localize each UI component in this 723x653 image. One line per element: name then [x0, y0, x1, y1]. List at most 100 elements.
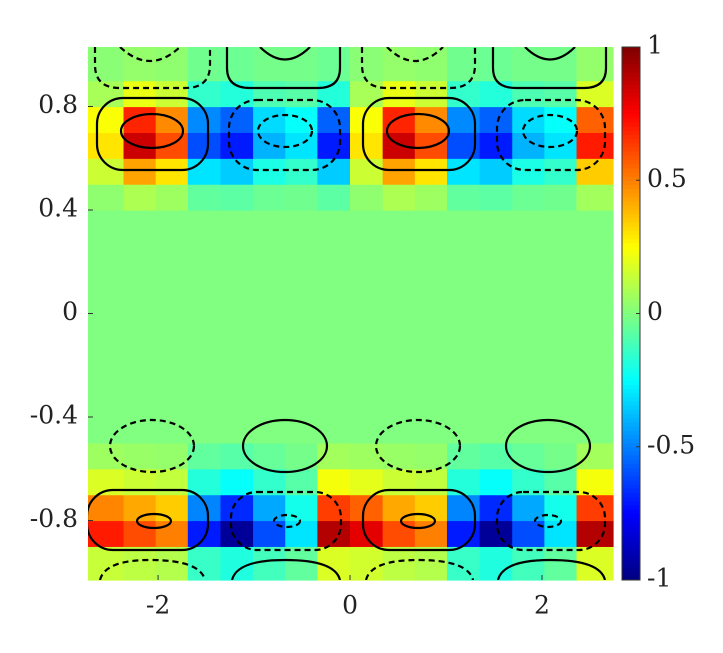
colorbar-swatch	[622, 301, 640, 306]
heatmap	[88, 47, 614, 581]
cell	[544, 158, 578, 185]
cell	[155, 520, 189, 547]
cell	[253, 391, 286, 418]
colorbar-tick-label: 1	[647, 31, 663, 60]
cell	[88, 184, 125, 211]
cell	[544, 184, 578, 211]
cell	[446, 313, 481, 340]
cell	[350, 261, 384, 289]
cell	[576, 520, 614, 547]
colorbar-swatch	[622, 309, 640, 314]
contour	[399, 512, 437, 530]
cell	[382, 47, 416, 82]
colorbar-swatch	[622, 180, 640, 185]
colorbar-swatch	[622, 321, 640, 327]
cell	[414, 210, 448, 237]
cell	[382, 365, 416, 392]
cell	[544, 313, 578, 340]
contour	[256, 113, 314, 149]
cell	[512, 106, 545, 133]
cell	[155, 468, 189, 496]
cell	[479, 47, 513, 82]
colorbar-swatch	[622, 71, 640, 77]
cell	[220, 106, 254, 133]
cell	[88, 416, 125, 444]
cell	[350, 468, 384, 496]
cell	[317, 80, 351, 108]
colorbar-swatch	[622, 417, 640, 423]
cell	[220, 391, 254, 418]
cell	[253, 494, 286, 522]
colorbar-swatch	[622, 346, 640, 352]
cell	[576, 80, 614, 108]
cell	[88, 287, 125, 315]
cell	[220, 235, 254, 263]
cell	[317, 442, 351, 470]
cell	[414, 80, 448, 108]
colorbar-swatch	[622, 92, 640, 98]
colorbar-swatch	[622, 134, 640, 140]
colorbar-swatch	[622, 263, 640, 269]
cell	[414, 184, 448, 211]
cell	[285, 546, 318, 581]
colorbar-swatch	[622, 234, 640, 240]
contour	[119, 47, 181, 62]
cell	[576, 391, 614, 418]
cell	[544, 235, 578, 263]
cell	[123, 235, 157, 263]
colorbar-swatch	[622, 550, 640, 556]
cell	[220, 210, 254, 237]
cell	[576, 468, 614, 496]
contour	[241, 418, 329, 474]
colorbar-swatch	[622, 251, 640, 256]
cell	[350, 80, 384, 108]
y-tick-label: -0.4	[30, 400, 78, 429]
cell	[414, 158, 448, 185]
contour	[361, 96, 477, 172]
colorbar-swatch	[622, 555, 640, 560]
contour	[491, 47, 608, 90]
colorbar-swatch	[622, 292, 640, 298]
colorbar-tick-label: 0	[647, 297, 663, 326]
colorbar-swatch	[622, 288, 640, 294]
colorbar-swatch	[622, 459, 640, 464]
colorbar-swatch	[622, 463, 640, 469]
cell	[512, 210, 545, 237]
contour	[495, 490, 607, 552]
colorbar-swatch	[622, 146, 640, 152]
cell	[187, 468, 222, 496]
cell	[576, 210, 614, 237]
cell	[285, 287, 318, 315]
cell	[446, 442, 481, 470]
cell	[317, 339, 351, 366]
colorbar-swatch	[622, 313, 640, 319]
cell	[382, 391, 416, 418]
cell	[155, 158, 189, 185]
cell	[187, 80, 222, 108]
cell	[88, 132, 125, 159]
cell	[544, 287, 578, 315]
cell	[576, 132, 614, 159]
cell	[512, 391, 545, 418]
colorbar-swatch	[622, 559, 640, 564]
cell	[350, 442, 384, 470]
colorbar-swatch	[622, 371, 640, 377]
colorbar-swatch	[622, 513, 640, 519]
colorbar-swatch	[622, 338, 640, 344]
cell	[414, 546, 448, 581]
colorbar-swatch	[622, 280, 640, 285]
cell	[220, 520, 254, 547]
colorbar-swatch	[622, 534, 640, 539]
cell	[414, 313, 448, 340]
cell	[317, 235, 351, 263]
cell	[512, 47, 545, 82]
colorbar-swatch	[622, 151, 640, 156]
cell	[285, 261, 318, 289]
cell	[187, 132, 222, 159]
cell	[88, 546, 125, 581]
cell	[479, 468, 513, 496]
cell	[220, 546, 254, 581]
colorbar-swatch	[622, 505, 640, 510]
colorbar-swatch	[622, 205, 640, 210]
cell	[382, 339, 416, 366]
